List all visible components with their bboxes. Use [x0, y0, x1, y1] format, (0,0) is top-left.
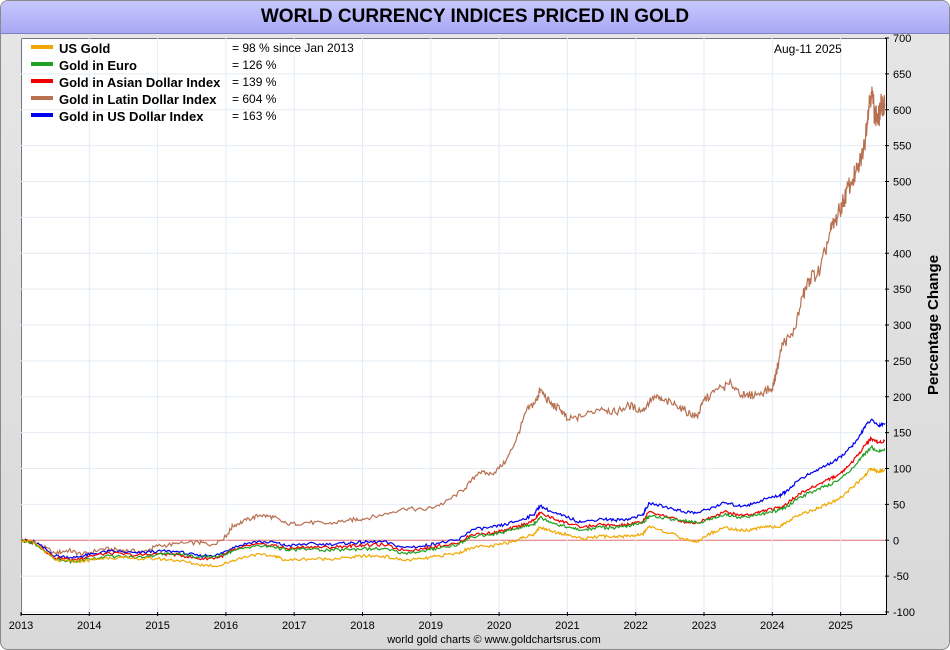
y-axis-label: Percentage Change: [925, 255, 942, 395]
y-tick-label: 350: [893, 284, 911, 296]
x-tick-label: 2020: [487, 620, 511, 632]
x-tick-label: 2021: [555, 620, 579, 632]
y-tick-label: 50: [893, 499, 905, 511]
y-tick-label: 450: [893, 212, 911, 224]
legend-swatch: [31, 113, 53, 117]
y-tick-label: 550: [893, 141, 911, 153]
legend-label: Gold in Latin Dollar Index: [59, 92, 217, 107]
legend-value: = 163 %: [232, 109, 277, 123]
title-bar: WORLD CURRENCY INDICES PRICED IN GOLD: [1, 1, 949, 34]
y-tick-label: 500: [893, 177, 911, 189]
y-tick-label: 700: [893, 33, 911, 45]
y-tick-label: -50: [893, 571, 909, 583]
legend-layer: US Gold = 98 % since Jan 2013 Gold in Euro…: [31, 41, 354, 124]
x-tick-label: 2017: [282, 620, 306, 632]
x-tick-label: 2025: [828, 620, 852, 632]
x-tick-label: 2018: [350, 620, 374, 632]
grid-layer: [20, 37, 885, 613]
legend-swatch: [31, 45, 53, 49]
series-line-gold-in-latin-dollar-index: [20, 86, 886, 558]
x-tick-label: 2022: [623, 620, 647, 632]
x-tick-label: 2024: [760, 620, 784, 632]
legend-swatch: [31, 96, 53, 100]
legend-label: Gold in US Dollar Index: [59, 109, 204, 124]
credit-text: world gold charts © www.goldchartsrus.co…: [386, 634, 601, 646]
y-tick-label: 0: [893, 535, 899, 547]
series-line-gold-in-euro: [20, 444, 886, 564]
y-tick-label: 200: [893, 392, 911, 404]
legend-label: Gold in Euro: [59, 58, 137, 73]
y-tick-label: 150: [893, 428, 911, 440]
legend-label: Gold in Asian Dollar Index: [59, 75, 221, 90]
legend-value: = 139 %: [232, 75, 277, 89]
x-tick-label: 2013: [9, 620, 33, 632]
legend-value: = 98 % since Jan 2013: [232, 41, 354, 55]
y-tick-label: 650: [893, 69, 911, 81]
y-tick-label: -100: [893, 607, 915, 619]
series-line-us-gold: [20, 466, 886, 568]
legend-value: = 126 %: [232, 58, 277, 72]
y-tick-label: 250: [893, 356, 911, 368]
y-tick-label: 300: [893, 320, 911, 332]
x-tick-label: 2015: [145, 620, 169, 632]
legend-swatch: [31, 79, 53, 83]
legend-value: = 604 %: [232, 92, 277, 106]
series-line-gold-in-asian-dollar-index: [20, 435, 886, 562]
y-tick-label: 400: [893, 248, 911, 260]
x-tick-label: 2016: [214, 620, 238, 632]
chart-title: WORLD CURRENCY INDICES PRICED IN GOLD: [260, 6, 690, 27]
x-tick-label: 2014: [77, 620, 101, 632]
y-tick-label: 100: [893, 464, 911, 476]
x-tick-label: 2019: [419, 620, 443, 632]
x-tick-label: 2023: [692, 620, 716, 632]
date-label: Aug-11 2025: [774, 42, 842, 56]
y-tick-label: 600: [893, 105, 911, 117]
axis-layer: -100 -50 0 50 100 150 200 250 300 350 400 450 500 550…: [9, 33, 915, 632]
series-line-gold-in-us-dollar-index: [20, 418, 886, 560]
legend-swatch: [31, 62, 53, 66]
series-layer: [20, 86, 886, 568]
legend-label: US Gold: [59, 41, 110, 56]
